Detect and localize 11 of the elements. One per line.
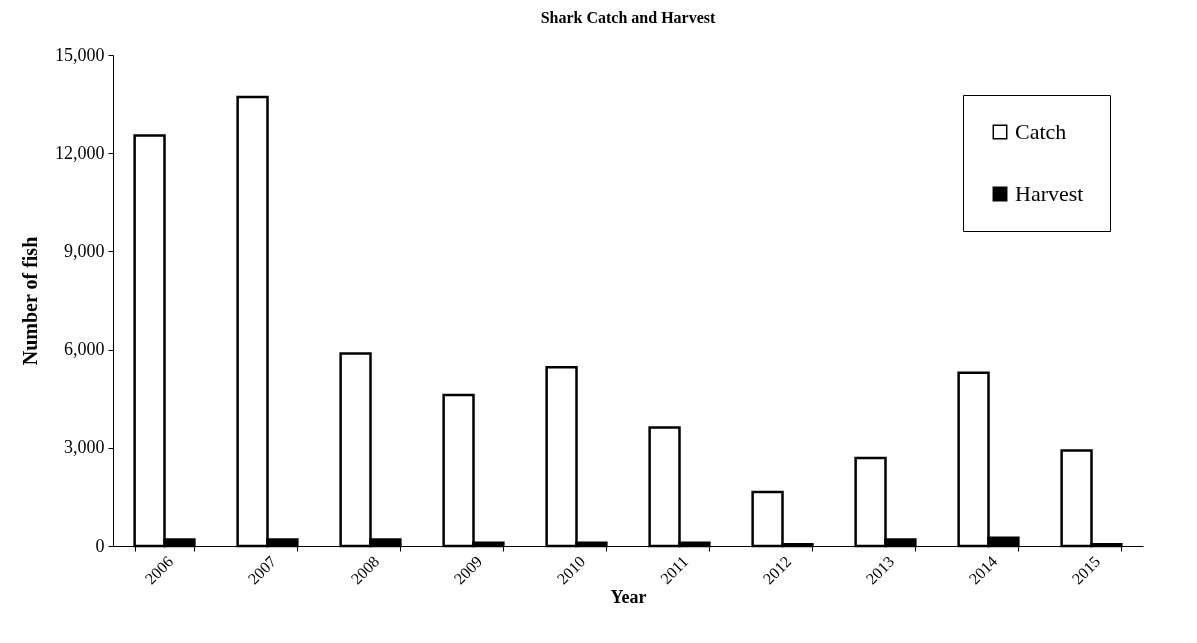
chart-title: Shark Catch and Harvest xyxy=(540,9,717,26)
y-axis-title: Number of fish xyxy=(19,236,41,366)
y-tick-label: 0 xyxy=(95,535,105,556)
legend-label: Harvest xyxy=(1015,181,1084,206)
legend-label: Catch xyxy=(1015,119,1067,144)
y-tick-label: 15,000 xyxy=(55,44,105,65)
y-tick-label: 3,000 xyxy=(64,437,105,458)
y-tick-label: 9,000 xyxy=(64,240,105,261)
y-tick-label: 6,000 xyxy=(64,339,105,360)
y-tick-label: 12,000 xyxy=(55,142,105,163)
x-axis-title: Year xyxy=(610,587,647,608)
